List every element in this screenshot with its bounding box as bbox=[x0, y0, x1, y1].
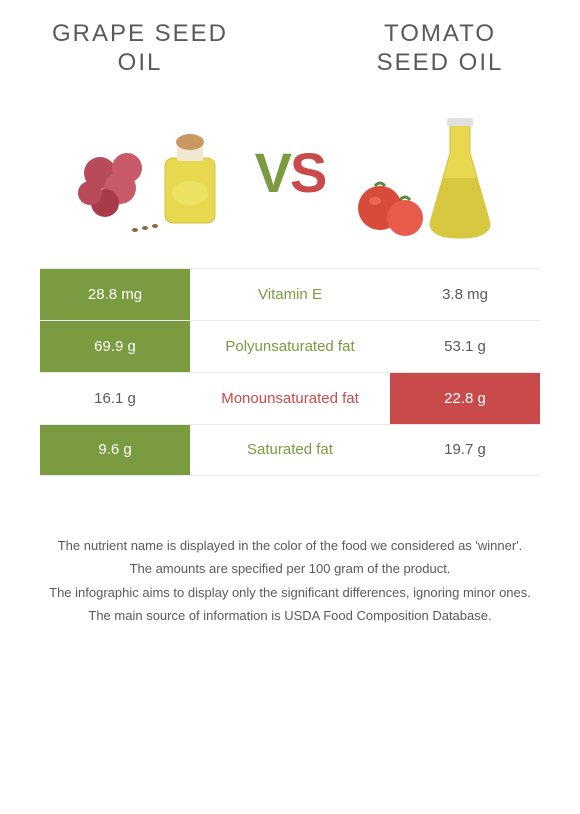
left-value: 9.6 g bbox=[40, 425, 190, 475]
left-value: 16.1 g bbox=[40, 373, 190, 424]
right-value: 22.8 g bbox=[390, 373, 540, 424]
nutrient-row: 16.1 gMonounsaturated fat22.8 g bbox=[40, 372, 540, 424]
footer-line: The amounts are specified per 100 gram o… bbox=[40, 559, 540, 579]
vs-s: S bbox=[290, 141, 325, 204]
vs-label: VS bbox=[255, 140, 326, 205]
footer-line: The main source of information is USDA F… bbox=[40, 606, 540, 626]
nutrient-table: 28.8 mgVitamin E3.8 mg69.9 gPolyunsatura… bbox=[0, 268, 580, 476]
right-title: TOMATO SEED OIL bbox=[350, 20, 530, 78]
nutrient-label: Polyunsaturated fat bbox=[190, 321, 390, 372]
nutrient-row: 28.8 mgVitamin E3.8 mg bbox=[40, 268, 540, 320]
right-value: 53.1 g bbox=[390, 321, 540, 372]
nutrient-label: Monounsaturated fat bbox=[190, 373, 390, 424]
footer-notes: The nutrient name is displayed in the co… bbox=[0, 476, 580, 650]
nutrient-row: 69.9 gPolyunsaturated fat53.1 g bbox=[40, 320, 540, 372]
right-value: 19.7 g bbox=[390, 425, 540, 475]
left-value: 69.9 g bbox=[40, 321, 190, 372]
right-value: 3.8 mg bbox=[390, 269, 540, 320]
left-value: 28.8 mg bbox=[40, 269, 190, 320]
footer-line: The infographic aims to display only the… bbox=[40, 583, 540, 603]
nutrient-row: 9.6 gSaturated fat19.7 g bbox=[40, 424, 540, 476]
left-title: GRAPE SEED OIL bbox=[50, 20, 230, 78]
footer-line: The nutrient name is displayed in the co… bbox=[40, 536, 540, 556]
nutrient-label: Saturated fat bbox=[190, 425, 390, 475]
tomato-seed-oil-image bbox=[335, 98, 515, 248]
nutrient-label: Vitamin E bbox=[190, 269, 390, 320]
grape-seed-oil-image bbox=[65, 98, 245, 248]
vs-v: V bbox=[255, 141, 290, 204]
